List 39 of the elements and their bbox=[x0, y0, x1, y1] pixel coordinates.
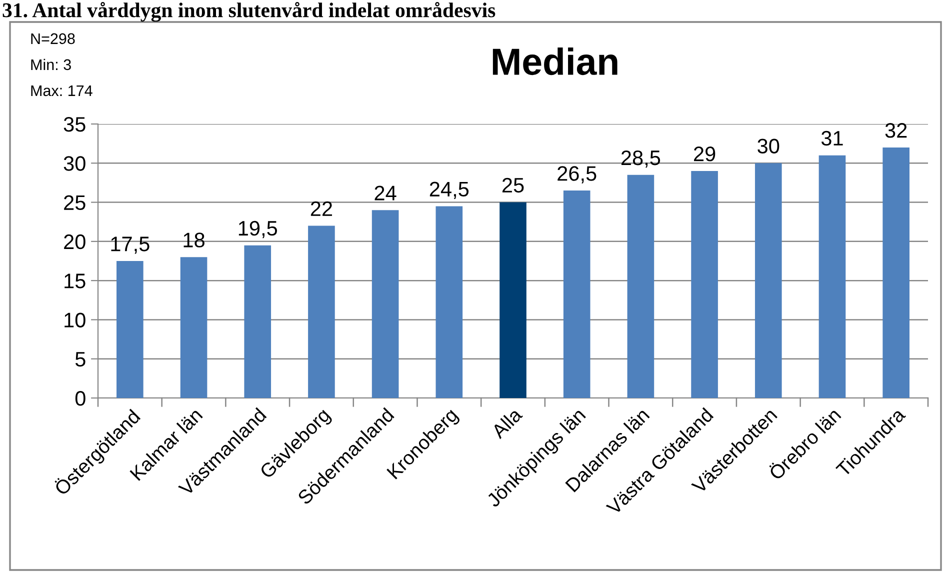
bar bbox=[308, 226, 335, 398]
data-label: 17,5 bbox=[111, 236, 150, 254]
data-label: 32 bbox=[885, 123, 907, 138]
bar bbox=[180, 257, 208, 398]
bar bbox=[627, 174, 654, 398]
bar bbox=[754, 163, 782, 398]
bar bbox=[116, 261, 144, 398]
text: Min: 3 bbox=[31, 58, 71, 70]
data-label: 29 bbox=[694, 146, 716, 162]
y-tick-label: 35 bbox=[64, 117, 86, 132]
data-label: 31 bbox=[821, 130, 843, 146]
text: N=298 bbox=[31, 33, 75, 44]
data-label: 30 bbox=[758, 138, 780, 154]
data-label: 22 bbox=[310, 201, 332, 216]
y-tick-label: 5 bbox=[75, 352, 86, 367]
y-tick-label: 15 bbox=[64, 274, 86, 288]
data-label: 18 bbox=[184, 232, 204, 248]
text: Max: 174 bbox=[31, 85, 92, 96]
data-label: 28,5 bbox=[621, 150, 660, 168]
bar bbox=[436, 206, 463, 398]
bar bbox=[563, 190, 590, 398]
data-label: 24 bbox=[374, 186, 396, 200]
y-tick-label: 30 bbox=[64, 156, 86, 171]
bar bbox=[691, 170, 718, 398]
data-label: 24,5 bbox=[430, 182, 469, 199]
data-label: 25 bbox=[502, 178, 524, 193]
data-label: 19,5 bbox=[238, 220, 278, 238]
chart-title: Median bbox=[492, 48, 618, 76]
y-tick-label: 20 bbox=[64, 234, 86, 250]
data-label: 26,5 bbox=[558, 166, 596, 184]
bar bbox=[500, 202, 526, 398]
y-tick-label: 10 bbox=[64, 312, 86, 328]
bar bbox=[818, 155, 846, 398]
y-tick-label: 25 bbox=[64, 195, 86, 210]
bar bbox=[372, 210, 399, 398]
y-tick-label: 0 bbox=[75, 391, 86, 406]
bar bbox=[244, 245, 272, 398]
bar bbox=[882, 147, 910, 398]
chart-subtitle: 31. Antal vårddygn inom slutenvård indelat områdesvis bbox=[2, 2, 496, 22]
